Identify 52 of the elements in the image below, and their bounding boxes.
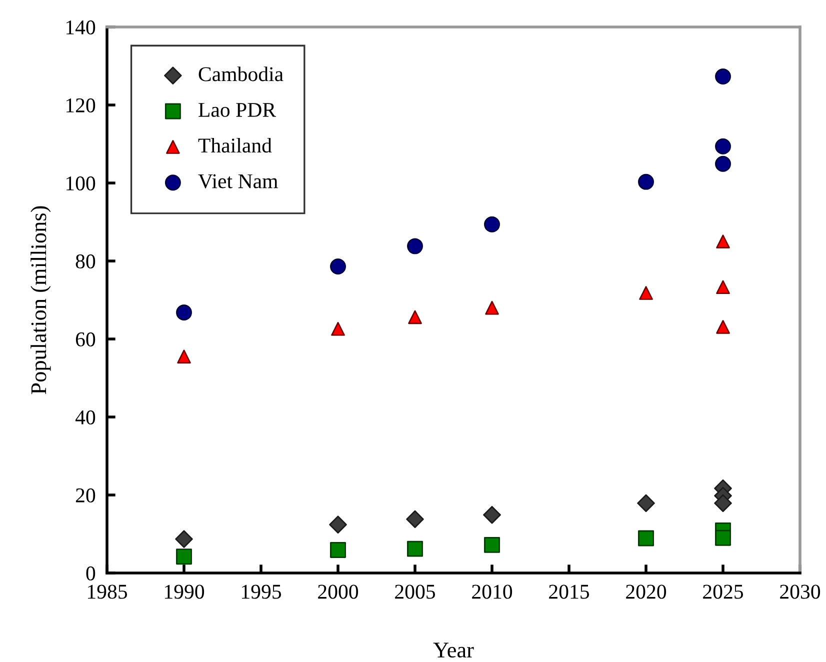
point xyxy=(715,138,731,154)
point xyxy=(484,216,500,232)
point xyxy=(407,238,423,254)
point xyxy=(177,350,191,364)
point xyxy=(715,68,731,85)
point xyxy=(407,540,423,557)
legend-label: Cambodia xyxy=(198,66,284,82)
point xyxy=(715,156,731,172)
y-tick-label: 120 xyxy=(66,98,96,112)
point xyxy=(330,542,346,558)
legend-label: Thailand xyxy=(198,138,272,153)
point xyxy=(176,548,192,565)
point xyxy=(639,286,653,300)
point xyxy=(716,280,730,294)
point xyxy=(714,494,732,512)
x-tick-label: 2030 xyxy=(780,584,820,599)
point xyxy=(716,320,730,334)
point xyxy=(638,530,654,546)
point xyxy=(637,494,655,512)
point xyxy=(329,516,347,534)
point xyxy=(176,304,192,320)
point xyxy=(716,234,730,248)
y-tick-label: 140 xyxy=(66,20,96,34)
point xyxy=(408,310,422,324)
y-tick-label: 100 xyxy=(66,176,96,190)
point xyxy=(715,530,731,546)
point xyxy=(330,258,346,274)
x-tick-label: 2015 xyxy=(549,584,590,599)
x-tick-label: 2025 xyxy=(703,584,744,599)
legend-label: Lao PDR xyxy=(198,103,276,117)
y-tick-label: 60 xyxy=(76,332,96,346)
point xyxy=(406,510,424,528)
x-tick-label: 2010 xyxy=(472,584,512,599)
point xyxy=(485,300,499,315)
y-tick-label: 80 xyxy=(76,254,96,268)
y-tick-label: 20 xyxy=(76,488,96,502)
y-axis-title: Population (millions) xyxy=(30,206,51,394)
x-tick-label: 2005 xyxy=(395,584,436,599)
x-tick-label: 1990 xyxy=(165,584,204,599)
y-tick-label: 40 xyxy=(75,410,96,424)
x-tick-label: 1985 xyxy=(88,584,128,599)
point xyxy=(484,536,500,553)
point xyxy=(175,530,193,548)
point xyxy=(331,322,345,336)
point xyxy=(483,506,501,524)
point xyxy=(638,174,654,190)
x-tick-label: 1995 xyxy=(242,584,282,599)
x-tick-label: 2000 xyxy=(318,584,358,599)
x-axis-title: Year xyxy=(433,642,474,658)
x-tick-label: 2020 xyxy=(626,584,666,599)
y-tick-label: 0 xyxy=(86,566,96,580)
legend-label: Viet Nam xyxy=(198,174,278,188)
